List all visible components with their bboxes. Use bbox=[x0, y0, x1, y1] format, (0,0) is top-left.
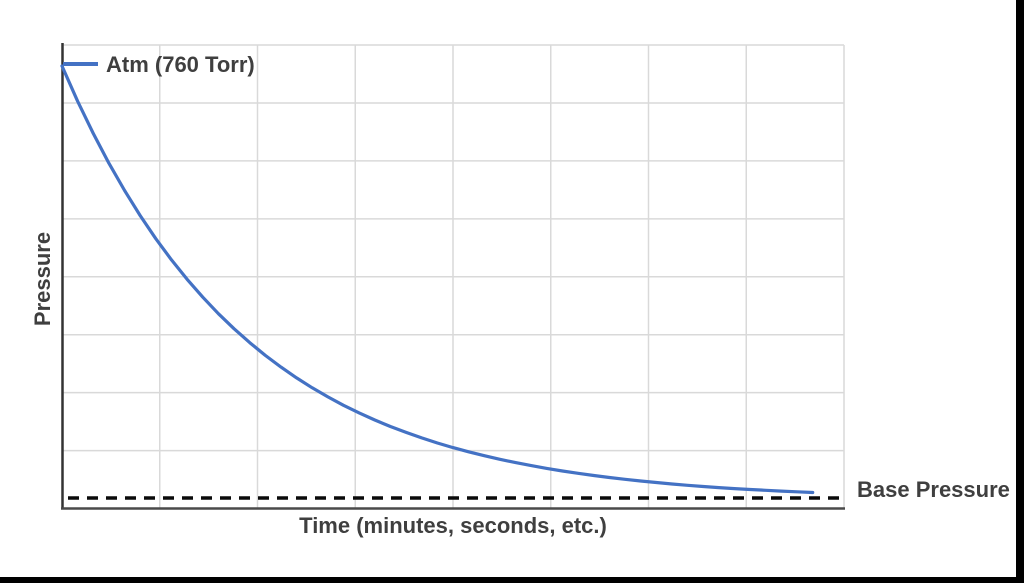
legend-label-atm: Atm (760 Torr) bbox=[106, 52, 255, 77]
pressure-decay-curve bbox=[60, 64, 815, 495]
y-axis-title: Pressure bbox=[30, 231, 55, 327]
base-pressure-annotation: Base Pressure bbox=[857, 477, 1010, 502]
screenshot-right-edge-bar bbox=[1016, 0, 1024, 583]
x-axis-title: Time (minutes, seconds, etc.) bbox=[299, 513, 607, 538]
screenshot-bottom-edge-bar bbox=[0, 577, 1024, 583]
